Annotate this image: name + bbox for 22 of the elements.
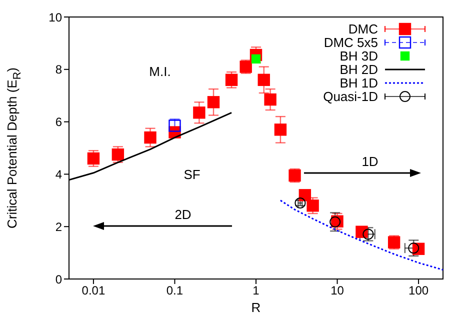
x-tick-label: 100 [408,284,429,298]
legend-label: Quasi-1D [323,89,378,104]
legend-label: BH 1D [340,76,378,90]
annotation: M.I. [149,64,171,79]
annotation: 1D [362,154,378,169]
x-axis-title: R [251,300,261,315]
annotation: SF [184,167,200,182]
annotation: 2D [174,207,192,222]
legend-label: BH 3D [340,48,378,64]
legend-label: BH 2D [340,62,378,77]
y-tick-label: 0 [55,272,62,286]
y-tick-label: 6 [55,115,62,130]
x-tick-label: 0.1 [166,284,184,298]
y-tick-label: 8 [55,62,62,77]
x-tick-label: 10 [330,284,344,298]
legend-label: DMC 5x5 [324,35,378,50]
x-tick-label: 0.01 [82,284,106,298]
x-tick-label: 1 [252,284,260,298]
y-tick-label: 2 [55,220,62,234]
y-tick-label: 10 [48,10,62,24]
y-tick-label: 4 [55,167,62,182]
legend-label: DMC [348,22,378,36]
